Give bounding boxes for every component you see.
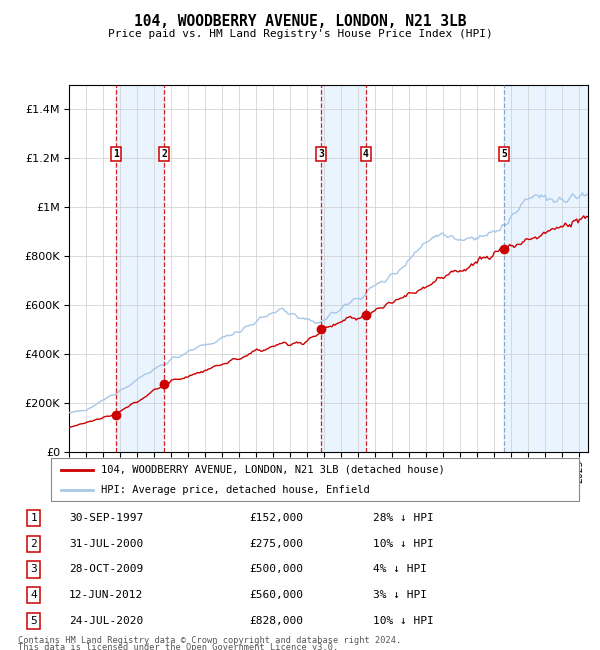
Text: 5: 5 (501, 150, 507, 159)
Text: 3: 3 (31, 564, 37, 575)
Text: 28% ↓ HPI: 28% ↓ HPI (373, 513, 434, 523)
Text: 4% ↓ HPI: 4% ↓ HPI (373, 564, 427, 575)
Text: 3% ↓ HPI: 3% ↓ HPI (373, 590, 427, 600)
Text: 3: 3 (319, 150, 324, 159)
Text: £275,000: £275,000 (249, 539, 303, 549)
Bar (504, 84, 588, 452)
Text: HPI: Average price, detached house, Enfield: HPI: Average price, detached house, Enfi… (101, 485, 370, 495)
Text: 12-JUN-2012: 12-JUN-2012 (69, 590, 143, 600)
Text: 30-SEP-1997: 30-SEP-1997 (69, 513, 143, 523)
Text: £828,000: £828,000 (249, 616, 303, 626)
Text: 1: 1 (31, 513, 37, 523)
Text: This data is licensed under the Open Government Licence v3.0.: This data is licensed under the Open Gov… (18, 644, 338, 650)
Text: 24-JUL-2020: 24-JUL-2020 (69, 616, 143, 626)
Text: £560,000: £560,000 (249, 590, 303, 600)
Text: Contains HM Land Registry data © Crown copyright and database right 2024.: Contains HM Land Registry data © Crown c… (18, 636, 401, 645)
Text: 4: 4 (363, 150, 369, 159)
Text: 2: 2 (161, 150, 167, 159)
FancyBboxPatch shape (50, 458, 580, 501)
Text: 10% ↓ HPI: 10% ↓ HPI (373, 539, 434, 549)
Text: 10% ↓ HPI: 10% ↓ HPI (373, 616, 434, 626)
Text: 2: 2 (31, 539, 37, 549)
Text: 1: 1 (113, 150, 119, 159)
Text: £152,000: £152,000 (249, 513, 303, 523)
Text: 28-OCT-2009: 28-OCT-2009 (69, 564, 143, 575)
Text: 31-JUL-2000: 31-JUL-2000 (69, 539, 143, 549)
Text: 5: 5 (31, 616, 37, 626)
Bar (116, 84, 164, 452)
Text: Price paid vs. HM Land Registry's House Price Index (HPI): Price paid vs. HM Land Registry's House … (107, 29, 493, 38)
Text: 104, WOODBERRY AVENUE, LONDON, N21 3LB: 104, WOODBERRY AVENUE, LONDON, N21 3LB (134, 14, 466, 29)
Bar (322, 84, 366, 452)
Text: 4: 4 (31, 590, 37, 600)
Text: 104, WOODBERRY AVENUE, LONDON, N21 3LB (detached house): 104, WOODBERRY AVENUE, LONDON, N21 3LB (… (101, 465, 445, 474)
Text: £500,000: £500,000 (249, 564, 303, 575)
